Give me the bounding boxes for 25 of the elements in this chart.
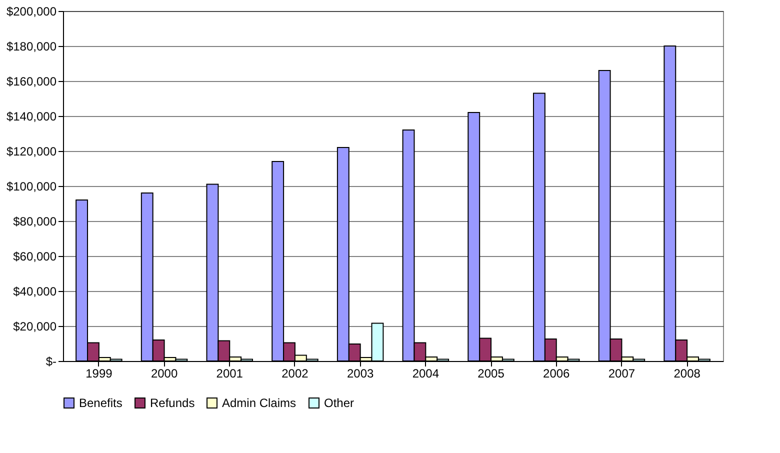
x-tick-label: 2007 <box>608 366 636 380</box>
x-tick-label: 2004 <box>412 366 440 380</box>
y-tick-label: $200,000 <box>6 4 57 18</box>
y-tick-label: $20,000 <box>13 320 57 334</box>
x-tick-label: 2006 <box>543 366 570 380</box>
legend-label: Other <box>324 396 354 410</box>
y-tick-label: $100,000 <box>6 180 57 194</box>
x-tick-label: 2003 <box>346 366 374 380</box>
x-tick-label: 2001 <box>216 366 244 380</box>
x-tick-label: 2008 <box>674 366 701 380</box>
x-tick-label: 1999 <box>86 366 113 380</box>
y-tick-label: $80,000 <box>13 214 57 228</box>
legend-label: Refunds <box>150 396 195 410</box>
y-tick-label: $180,000 <box>6 40 57 54</box>
x-tick-label: 2005 <box>478 366 505 380</box>
y-tick-label: $60,000 <box>13 250 57 264</box>
x-tick-label: 2000 <box>150 366 178 380</box>
x-tick-label: 2002 <box>282 366 309 380</box>
y-tick-label: $120,000 <box>6 144 57 158</box>
legend-label: Admin Claims <box>222 396 296 410</box>
y-tick-label: $40,000 <box>13 284 57 298</box>
y-tick-label: $160,000 <box>6 74 57 88</box>
y-tick-label: $140,000 <box>6 110 57 124</box>
y-tick-label: $- <box>46 354 56 368</box>
legend-label: Benefits <box>79 396 122 410</box>
